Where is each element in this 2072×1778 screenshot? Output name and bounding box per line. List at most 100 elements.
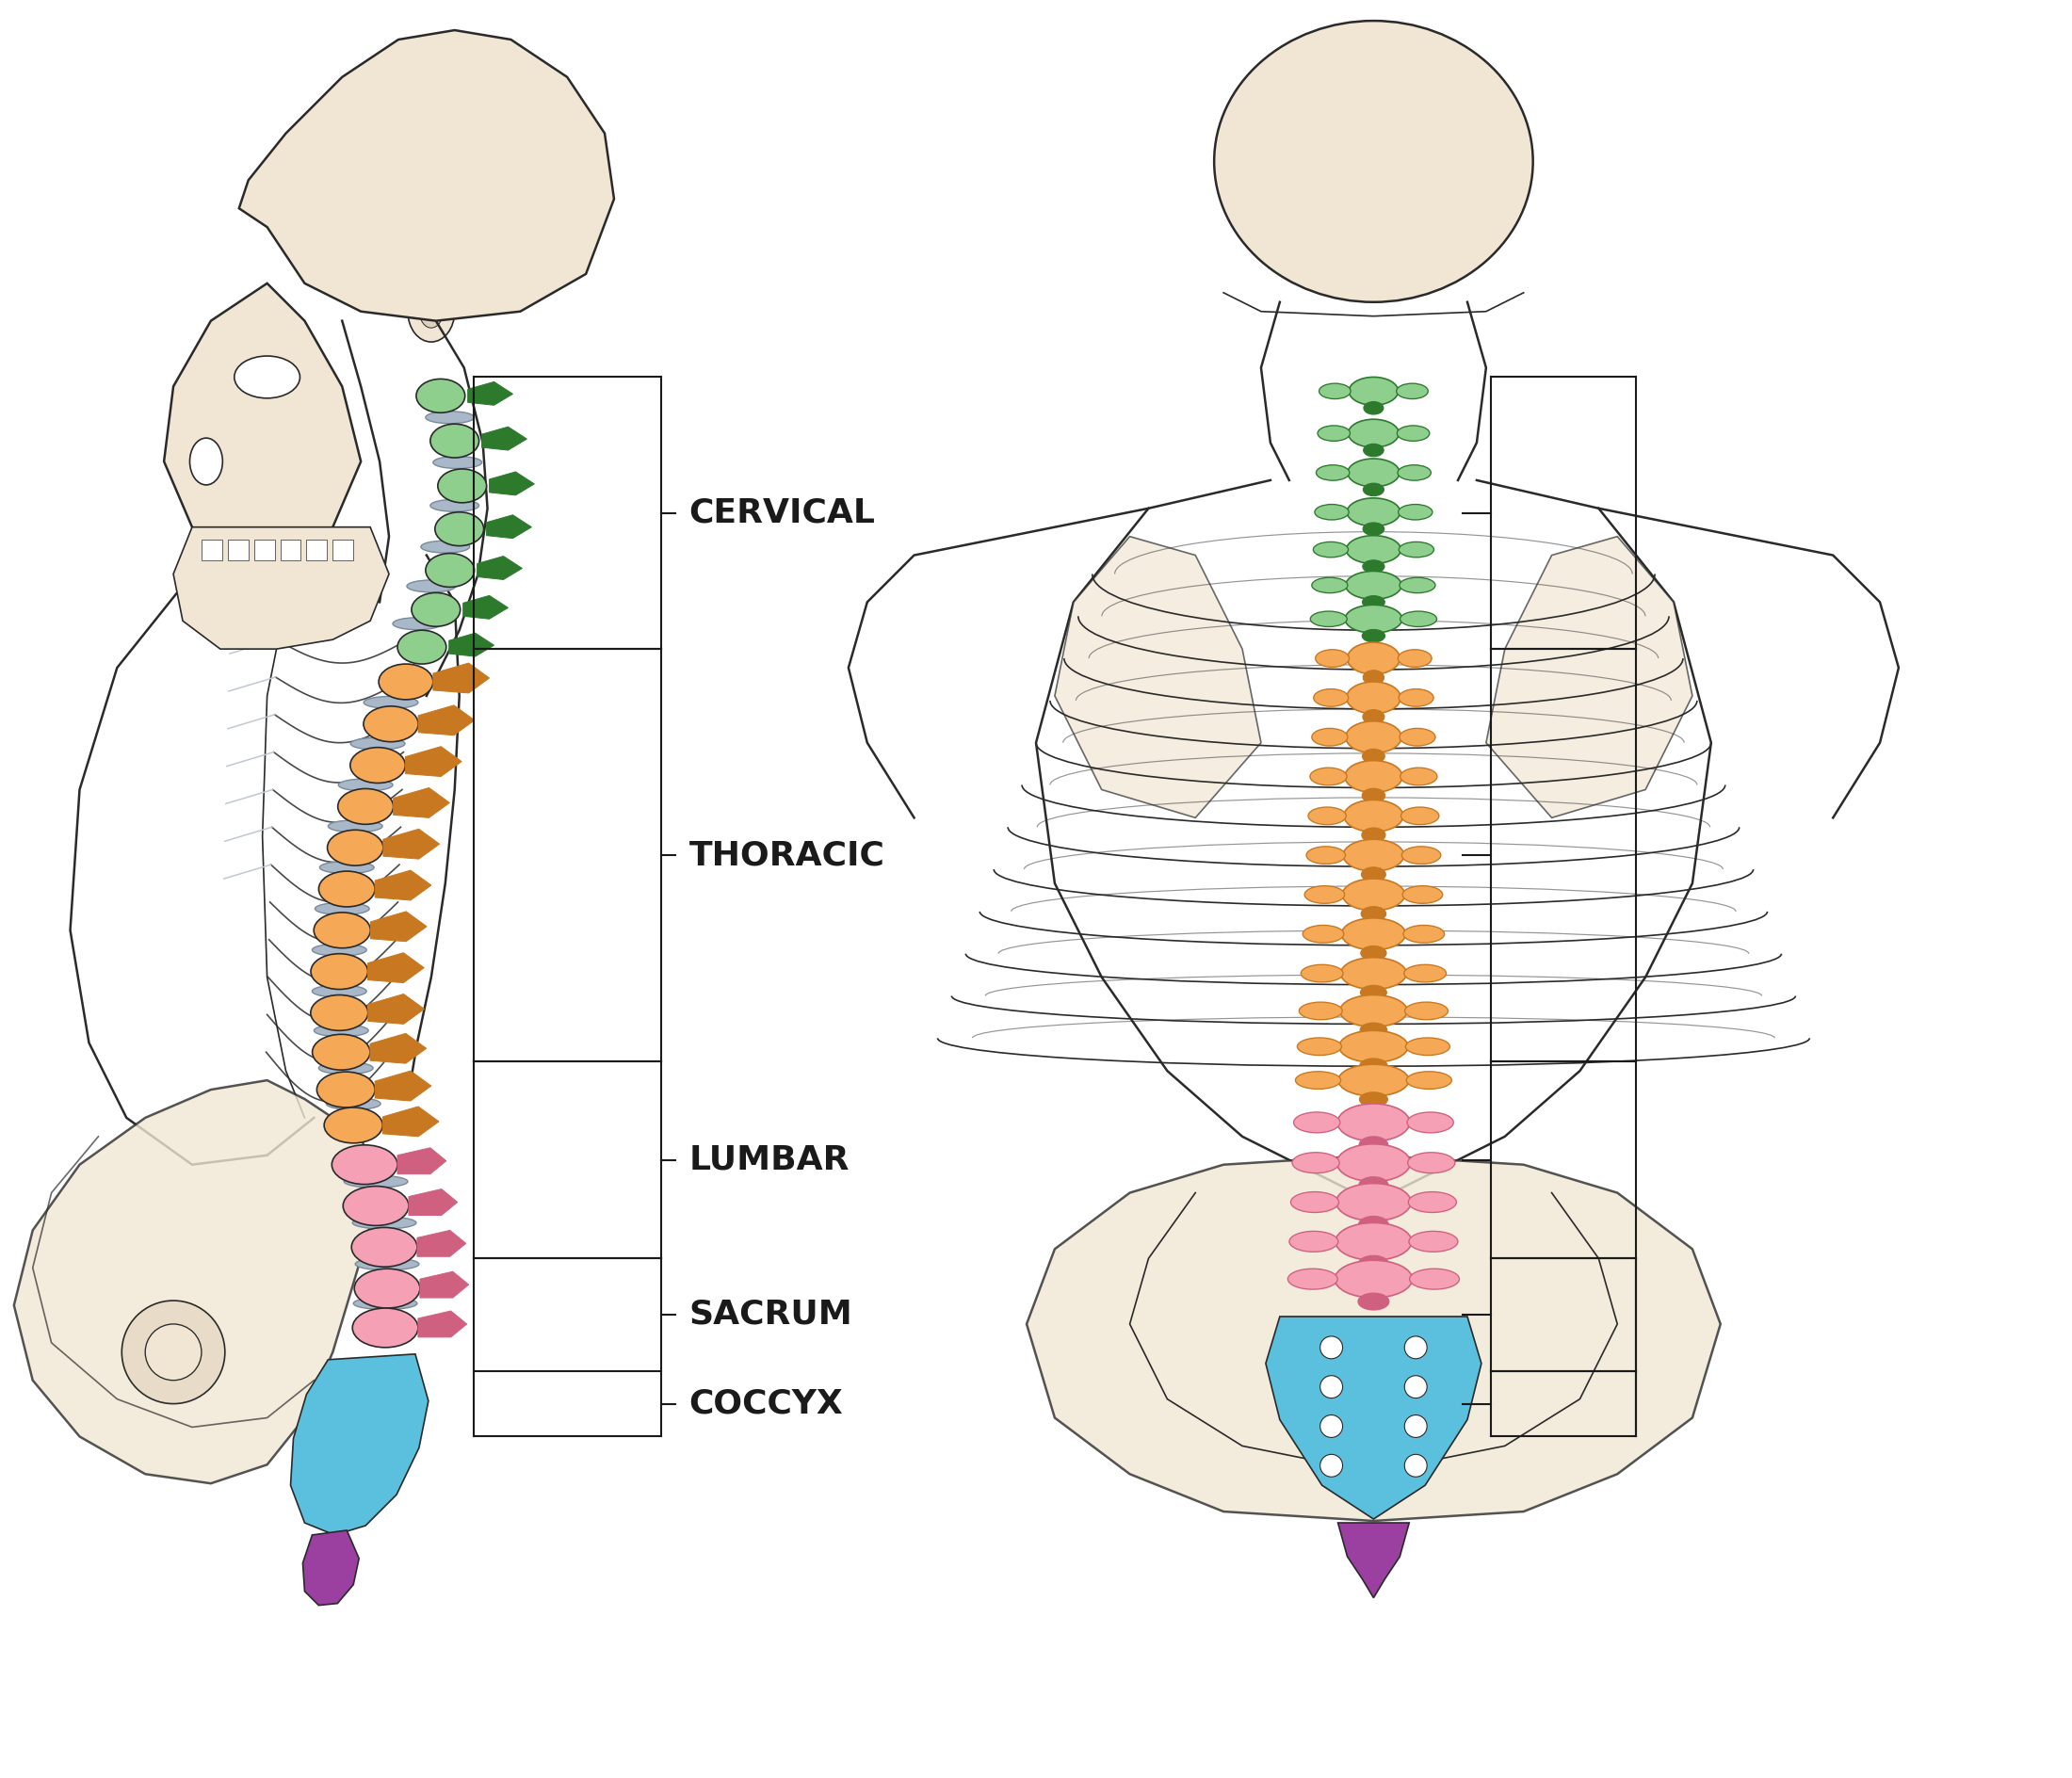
- Ellipse shape: [1363, 444, 1384, 457]
- Ellipse shape: [350, 738, 404, 750]
- Ellipse shape: [1334, 1261, 1413, 1298]
- Ellipse shape: [1363, 670, 1384, 685]
- Ellipse shape: [1345, 800, 1403, 832]
- Ellipse shape: [1301, 965, 1343, 981]
- Ellipse shape: [1363, 749, 1384, 763]
- Ellipse shape: [1339, 1031, 1409, 1063]
- Bar: [255, 539, 276, 560]
- PathPatch shape: [15, 1081, 379, 1483]
- Ellipse shape: [344, 1175, 408, 1188]
- Polygon shape: [450, 633, 493, 656]
- Ellipse shape: [419, 295, 443, 327]
- Ellipse shape: [1336, 1104, 1409, 1141]
- Ellipse shape: [416, 379, 464, 412]
- Polygon shape: [375, 1070, 431, 1101]
- Ellipse shape: [313, 985, 367, 997]
- Ellipse shape: [1349, 377, 1399, 405]
- PathPatch shape: [1266, 1316, 1481, 1518]
- Ellipse shape: [1401, 807, 1438, 825]
- Ellipse shape: [325, 1097, 381, 1109]
- Ellipse shape: [338, 779, 394, 791]
- Ellipse shape: [1399, 466, 1432, 480]
- Ellipse shape: [1297, 1038, 1341, 1056]
- Circle shape: [1320, 1415, 1343, 1437]
- Ellipse shape: [313, 912, 371, 948]
- Ellipse shape: [1336, 1223, 1411, 1261]
- Ellipse shape: [1407, 1152, 1455, 1173]
- Ellipse shape: [1310, 768, 1347, 786]
- Ellipse shape: [425, 411, 474, 423]
- Ellipse shape: [1314, 688, 1349, 706]
- Ellipse shape: [1347, 642, 1401, 674]
- Ellipse shape: [1405, 1038, 1450, 1056]
- Circle shape: [1405, 1337, 1428, 1358]
- Ellipse shape: [1409, 1191, 1457, 1213]
- Ellipse shape: [1359, 1216, 1388, 1234]
- Ellipse shape: [1407, 1113, 1452, 1133]
- Ellipse shape: [1314, 542, 1349, 557]
- Ellipse shape: [1363, 596, 1384, 608]
- Polygon shape: [369, 953, 425, 983]
- Ellipse shape: [1359, 1058, 1388, 1072]
- Ellipse shape: [191, 437, 222, 485]
- Ellipse shape: [352, 1216, 416, 1229]
- Bar: [228, 539, 249, 560]
- Ellipse shape: [354, 1298, 416, 1310]
- Ellipse shape: [1293, 1113, 1341, 1133]
- Ellipse shape: [1363, 402, 1384, 414]
- Ellipse shape: [1305, 885, 1345, 903]
- Ellipse shape: [1363, 709, 1384, 724]
- Ellipse shape: [1399, 688, 1434, 706]
- Ellipse shape: [1363, 560, 1384, 573]
- Ellipse shape: [398, 629, 445, 663]
- Polygon shape: [394, 788, 450, 818]
- Ellipse shape: [1399, 578, 1436, 592]
- Ellipse shape: [425, 553, 474, 587]
- Polygon shape: [369, 994, 425, 1024]
- Ellipse shape: [352, 1227, 416, 1268]
- Ellipse shape: [1343, 878, 1405, 910]
- Ellipse shape: [365, 697, 419, 708]
- Ellipse shape: [319, 861, 375, 873]
- Ellipse shape: [1363, 484, 1384, 496]
- Ellipse shape: [1397, 425, 1430, 441]
- Polygon shape: [416, 1230, 466, 1257]
- Circle shape: [1405, 1376, 1428, 1398]
- Circle shape: [1320, 1454, 1343, 1478]
- Ellipse shape: [352, 1309, 419, 1348]
- PathPatch shape: [303, 1531, 358, 1606]
- Polygon shape: [371, 1033, 427, 1063]
- Ellipse shape: [379, 663, 433, 699]
- Ellipse shape: [327, 830, 383, 866]
- Ellipse shape: [1409, 1269, 1459, 1289]
- Polygon shape: [468, 382, 512, 405]
- Bar: [201, 539, 222, 560]
- Ellipse shape: [1401, 612, 1436, 626]
- Ellipse shape: [1359, 1092, 1388, 1106]
- Ellipse shape: [1361, 629, 1384, 642]
- Ellipse shape: [1339, 1065, 1409, 1097]
- Ellipse shape: [344, 1186, 408, 1225]
- Ellipse shape: [1299, 1003, 1343, 1019]
- Ellipse shape: [1316, 505, 1349, 519]
- Ellipse shape: [311, 953, 369, 989]
- Ellipse shape: [319, 1061, 373, 1074]
- Ellipse shape: [1341, 996, 1407, 1028]
- Ellipse shape: [1403, 885, 1442, 903]
- PathPatch shape: [1026, 1156, 1720, 1520]
- PathPatch shape: [174, 526, 390, 649]
- Ellipse shape: [431, 423, 479, 457]
- Bar: [334, 539, 354, 560]
- Text: LUMBAR: LUMBAR: [690, 1143, 850, 1175]
- Ellipse shape: [1214, 21, 1533, 302]
- Ellipse shape: [1347, 535, 1401, 564]
- Ellipse shape: [1336, 1143, 1411, 1182]
- Ellipse shape: [1307, 807, 1347, 825]
- Ellipse shape: [1312, 578, 1347, 592]
- Ellipse shape: [338, 789, 394, 825]
- Polygon shape: [408, 1189, 458, 1216]
- Circle shape: [1320, 1337, 1343, 1358]
- PathPatch shape: [1055, 537, 1262, 818]
- Circle shape: [1405, 1454, 1428, 1478]
- Polygon shape: [406, 747, 462, 777]
